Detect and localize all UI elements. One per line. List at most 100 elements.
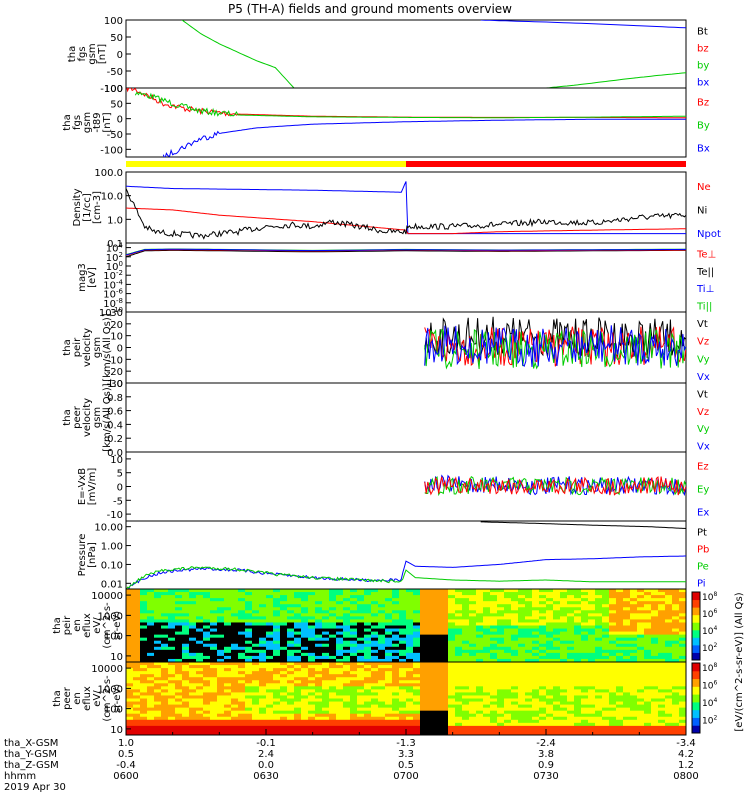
heatmap-cell [378, 625, 386, 630]
heatmap-cell [511, 665, 519, 669]
heatmap-cell [350, 728, 358, 733]
heatmap-cell [420, 649, 428, 654]
heatmap-cell [623, 646, 631, 651]
heatmap-cell [385, 731, 393, 735]
heatmap-cell [231, 665, 239, 669]
heatmap-cell [644, 631, 652, 636]
heatmap-cell [483, 655, 491, 660]
heatmap-cell [504, 595, 512, 599]
heatmap-cell [357, 722, 365, 727]
heatmap-cell [595, 731, 603, 735]
heatmap-cell [259, 719, 267, 724]
heatmap-cell [343, 704, 351, 709]
heatmap-cell [427, 674, 435, 678]
heatmap-cell [532, 595, 540, 599]
heatmap-cell [413, 719, 421, 724]
heatmap-cell [644, 719, 652, 724]
heatmap-cell [630, 646, 638, 651]
legend-entry: Vx [697, 441, 710, 452]
heatmap-cell [588, 665, 596, 669]
heatmap-cell [623, 728, 631, 733]
heatmap-cell [427, 662, 435, 666]
heatmap-cell [189, 725, 197, 730]
heatmap-cell [406, 722, 414, 727]
y-axis-label: fgs [77, 46, 88, 61]
heatmap-cell [630, 631, 638, 636]
heatmap-cell [280, 722, 288, 727]
heatmap-cell [280, 625, 288, 630]
heatmap-cell [259, 713, 267, 718]
heatmap-cell [609, 649, 617, 654]
heatmap-cell [525, 643, 533, 648]
heatmap-cell [350, 592, 358, 596]
heatmap-cell [455, 592, 463, 596]
heatmap-cell [196, 716, 204, 721]
heatmap-cell [245, 710, 253, 715]
heatmap-cell [455, 640, 463, 645]
heatmap-cell [504, 619, 512, 623]
heatmap-cell [245, 665, 253, 669]
heatmap-cell [147, 710, 155, 715]
heatmap-cell [133, 616, 141, 620]
heatmap-cell [672, 607, 680, 611]
heatmap-cell [588, 631, 596, 636]
heatmap-cell [420, 701, 428, 706]
heatmap-cell [455, 731, 463, 735]
heatmap-cell [567, 731, 575, 735]
heatmap-cell [525, 616, 533, 620]
heatmap-cell [567, 689, 575, 693]
heatmap-cell [546, 722, 554, 727]
heatmap-cell [651, 604, 659, 608]
heatmap-cell [315, 665, 323, 669]
heatmap-cell [455, 649, 463, 654]
heatmap-cell [497, 610, 505, 614]
heatmap-cell [602, 643, 610, 648]
heatmap-cell [364, 631, 372, 636]
heatmap-cell [378, 668, 386, 672]
heatmap-cell [518, 692, 526, 696]
heatmap-cell [490, 634, 498, 639]
heatmap-cell [357, 622, 365, 626]
heatmap-cell [623, 640, 631, 645]
heatmap-cell [175, 716, 183, 721]
heatmap-cell [483, 695, 491, 699]
heatmap-cell [273, 655, 281, 660]
heatmap-cell [392, 671, 400, 675]
heatmap-cell [539, 728, 547, 733]
heatmap-cell [336, 719, 344, 724]
heatmap-cell [168, 671, 176, 675]
heatmap-cell [616, 725, 624, 730]
y-axis-label: gsm [82, 112, 93, 133]
heatmap-cell [623, 655, 631, 660]
heatmap-cell [301, 707, 309, 712]
heatmap-cell [378, 613, 386, 617]
heatmap-cell [588, 677, 596, 681]
heatmap-cell [581, 719, 589, 724]
heatmap-cell [357, 731, 365, 735]
heatmap-cell [357, 701, 365, 706]
y-axis-label: tha [67, 46, 78, 62]
heatmap-cell [476, 598, 484, 602]
heatmap-cell [182, 683, 190, 687]
heatmap-cell [588, 655, 596, 660]
heatmap-cell [182, 701, 190, 706]
heatmap-cell [182, 637, 190, 642]
heatmap-cell [287, 698, 295, 703]
colorbar-swatch [692, 701, 700, 711]
heatmap-cell [343, 595, 351, 599]
heatmap-cell [210, 640, 218, 645]
y-tick-label: 10000 [91, 591, 123, 602]
heatmap-cell [448, 719, 456, 724]
heatmap-cell [497, 689, 505, 693]
heatmap-cell [609, 722, 617, 727]
heatmap-cell [385, 646, 393, 651]
heatmap-cell [308, 616, 316, 620]
heatmap-cell [588, 725, 596, 730]
heatmap-cell [161, 634, 169, 639]
heatmap-cell [665, 631, 673, 636]
heatmap-cell [623, 622, 631, 626]
heatmap-cell [602, 689, 610, 693]
heatmap-cell [238, 649, 246, 654]
heatmap-cell [651, 674, 659, 678]
heatmap-cell [630, 674, 638, 678]
